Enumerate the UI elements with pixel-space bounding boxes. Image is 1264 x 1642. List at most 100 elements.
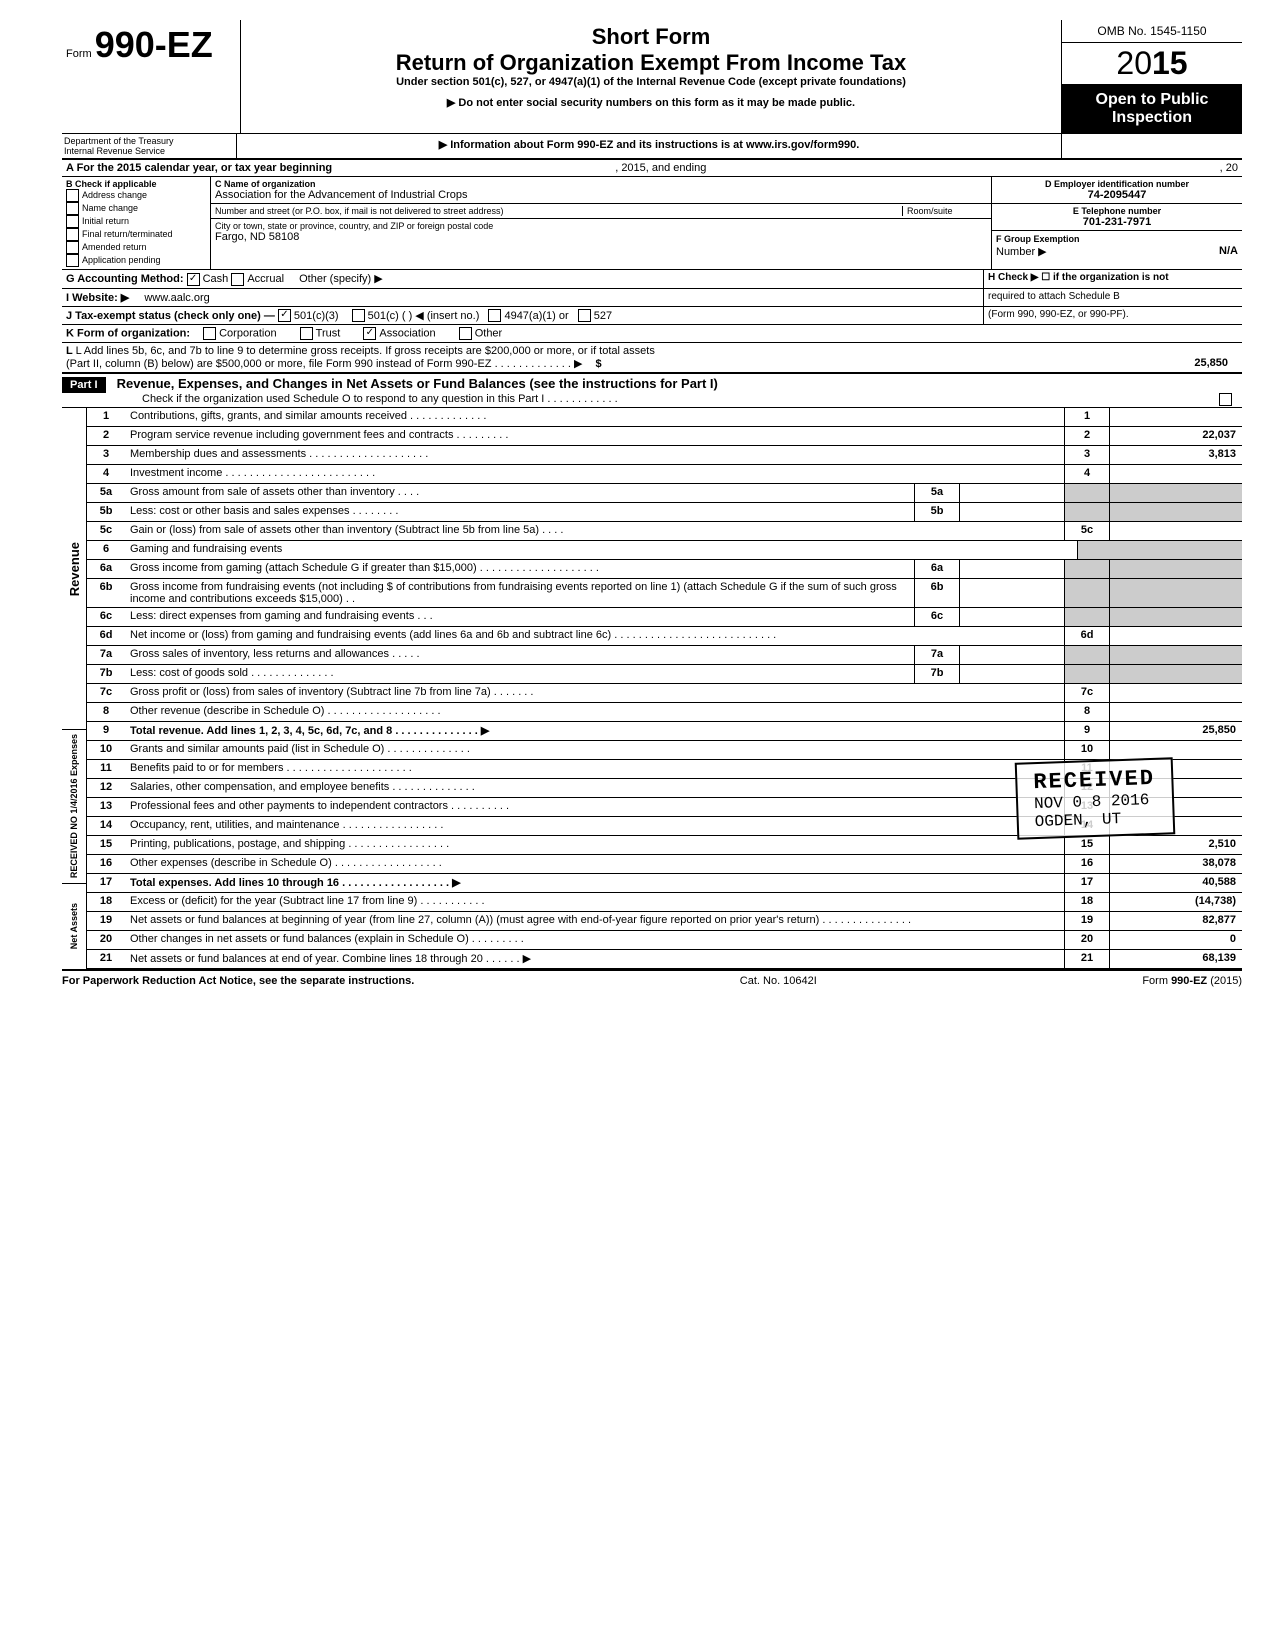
l-val: 25,850 bbox=[1194, 357, 1228, 369]
line-num-6: 6 bbox=[86, 541, 126, 559]
line-6a: 6aGross income from gaming (attach Sched… bbox=[86, 560, 1242, 579]
line-5a: 5aGross amount from sale of assets other… bbox=[86, 484, 1242, 503]
f-num: Number ▶ bbox=[996, 246, 1047, 258]
line-7c: 7cGross profit or (loss) from sales of i… bbox=[86, 684, 1242, 703]
cb-corp[interactable] bbox=[203, 327, 216, 340]
line-amt-5a bbox=[1109, 484, 1242, 502]
line-num-6d: 6d bbox=[86, 627, 126, 645]
line-box-6b bbox=[1064, 579, 1109, 607]
line-desc-6a: Gross income from gaming (attach Schedul… bbox=[126, 560, 914, 578]
part1-heading: Revenue, Expenses, and Changes in Net As… bbox=[117, 376, 718, 391]
h-cell3: (Form 990, 990-EZ, or 990-PF). bbox=[984, 307, 1242, 325]
line-box-3: 3 bbox=[1064, 446, 1109, 464]
cb-trust[interactable] bbox=[300, 327, 313, 340]
line-desc-7c: Gross profit or (loss) from sales of inv… bbox=[126, 684, 1064, 702]
line-15: 15Printing, publications, postage, and s… bbox=[86, 836, 1242, 855]
line-amt-7b bbox=[1109, 665, 1242, 683]
line-box-4: 4 bbox=[1064, 465, 1109, 483]
cb-final[interactable] bbox=[66, 228, 79, 241]
line-3: 3Membership dues and assessments . . . .… bbox=[86, 446, 1242, 465]
cb-501c3[interactable]: ✓ bbox=[278, 309, 291, 322]
line-7a: 7aGross sales of inventory, less returns… bbox=[86, 646, 1242, 665]
cb-initial[interactable] bbox=[66, 215, 79, 228]
stamp-loc: OGDEN, UT bbox=[1035, 809, 1157, 831]
dept-row: Department of the Treasury Internal Reve… bbox=[62, 134, 1242, 160]
c-col: C Name of organization Association for t… bbox=[211, 177, 992, 269]
line-9: 9Total revenue. Add lines 1, 2, 3, 4, 5c… bbox=[86, 722, 1242, 741]
line-box-2: 2 bbox=[1064, 427, 1109, 445]
cb-assoc[interactable]: ✓ bbox=[363, 327, 376, 340]
line-box-21: 21 bbox=[1064, 950, 1109, 968]
sub-amt-6a bbox=[960, 560, 1064, 578]
line-amt-3: 3,813 bbox=[1109, 446, 1242, 464]
title-box: Short Form Return of Organization Exempt… bbox=[241, 20, 1061, 133]
header-row: Form 990-EZ Short Form Return of Organiz… bbox=[62, 20, 1242, 134]
j-cell: J Tax-exempt status (check only one) — ✓… bbox=[62, 307, 984, 325]
line-desc-16: Other expenses (describe in Schedule O) … bbox=[126, 855, 1064, 873]
line-box-17: 17 bbox=[1064, 874, 1109, 892]
side-expenses: RECEIVED NO 1/4/2016 Expenses bbox=[67, 730, 81, 882]
bcdef-block: B Check if applicable Address change Nam… bbox=[62, 177, 1242, 270]
part1-check: Check if the organization used Schedule … bbox=[142, 393, 618, 405]
line-desc-6: Gaming and fundraising events bbox=[126, 541, 1077, 559]
line-7b: 7bLess: cost of goods sold . . . . . . .… bbox=[86, 665, 1242, 684]
line-desc-5a: Gross amount from sale of assets other t… bbox=[126, 484, 914, 502]
g-label: G Accounting Method: bbox=[66, 273, 184, 285]
part1-badge: Part I bbox=[62, 377, 106, 393]
cb-name[interactable] bbox=[66, 202, 79, 215]
cb-schedo[interactable] bbox=[1219, 393, 1232, 406]
form-word: Form bbox=[66, 48, 92, 60]
c-name: Association for the Advancement of Indus… bbox=[215, 189, 987, 201]
cb-501c[interactable] bbox=[352, 309, 365, 322]
side-col-wrap: Revenue RECEIVED NO 1/4/2016 Expenses Ne… bbox=[62, 408, 86, 969]
line-19: 19Net assets or fund balances at beginni… bbox=[86, 912, 1242, 931]
line-num-17: 17 bbox=[86, 874, 126, 892]
cb-4947[interactable] bbox=[488, 309, 501, 322]
line-num-4: 4 bbox=[86, 465, 126, 483]
line-desc-6c: Less: direct expenses from gaming and fu… bbox=[126, 608, 914, 626]
line-num-6c: 6c bbox=[86, 608, 126, 626]
line-amt-6d bbox=[1109, 627, 1242, 645]
line-amt-5b bbox=[1109, 503, 1242, 521]
right-spacer bbox=[1061, 134, 1242, 158]
footer-left: For Paperwork Reduction Act Notice, see … bbox=[62, 975, 414, 987]
k-cell: K Form of organization: Corporation Trus… bbox=[62, 325, 1242, 342]
line-amt-1 bbox=[1109, 408, 1242, 426]
line-desc-3: Membership dues and assessments . . . . … bbox=[126, 446, 1064, 464]
line-18: 18Excess or (deficit) for the year (Subt… bbox=[86, 893, 1242, 912]
line-desc-8: Other revenue (describe in Schedule O) .… bbox=[126, 703, 1064, 721]
line-box-5a bbox=[1064, 484, 1109, 502]
line-num-7a: 7a bbox=[86, 646, 126, 664]
cb-527[interactable] bbox=[578, 309, 591, 322]
cb-accrual[interactable] bbox=[231, 273, 244, 286]
cb-address[interactable] bbox=[66, 189, 79, 202]
f-label: F Group Exemption bbox=[996, 234, 1080, 244]
line-6d: 6dNet income or (loss) from gaming and f… bbox=[86, 627, 1242, 646]
line-num-13: 13 bbox=[86, 798, 126, 816]
sub-amt-6b bbox=[960, 579, 1064, 607]
main-title: Return of Organization Exempt From Incom… bbox=[249, 50, 1053, 76]
line-amt-4 bbox=[1109, 465, 1242, 483]
cb-kother[interactable] bbox=[459, 327, 472, 340]
line-box-16: 16 bbox=[1064, 855, 1109, 873]
line-amt-10 bbox=[1109, 741, 1242, 759]
line-amt-18: (14,738) bbox=[1109, 893, 1242, 911]
f-val: N/A bbox=[1219, 245, 1238, 257]
line-amt-21: 68,139 bbox=[1109, 950, 1242, 968]
k-row: K Form of organization: Corporation Trus… bbox=[62, 325, 1242, 343]
cb-pending[interactable] bbox=[66, 254, 79, 267]
line-desc-6b: Gross income from fundraising events (no… bbox=[126, 579, 914, 607]
line-num-16: 16 bbox=[86, 855, 126, 873]
side-netassets: Net Assets bbox=[67, 899, 81, 953]
omb: OMB No. 1545-1150 bbox=[1062, 20, 1242, 43]
sub-box-6a: 6a bbox=[914, 560, 960, 578]
line-num-15: 15 bbox=[86, 836, 126, 854]
cb-cash[interactable]: ✓ bbox=[187, 273, 200, 286]
l-label2: (Part II, column (B) below) are $500,000… bbox=[66, 358, 582, 370]
line-6c: 6cLess: direct expenses from gaming and … bbox=[86, 608, 1242, 627]
line-desc-12: Salaries, other compensation, and employ… bbox=[126, 779, 1064, 797]
part1-header-row: Part I Revenue, Expenses, and Changes in… bbox=[62, 374, 1242, 408]
line-4: 4Investment income . . . . . . . . . . .… bbox=[86, 465, 1242, 484]
cb-amended[interactable] bbox=[66, 241, 79, 254]
lines-col: 1Contributions, gifts, grants, and simil… bbox=[86, 408, 1242, 969]
